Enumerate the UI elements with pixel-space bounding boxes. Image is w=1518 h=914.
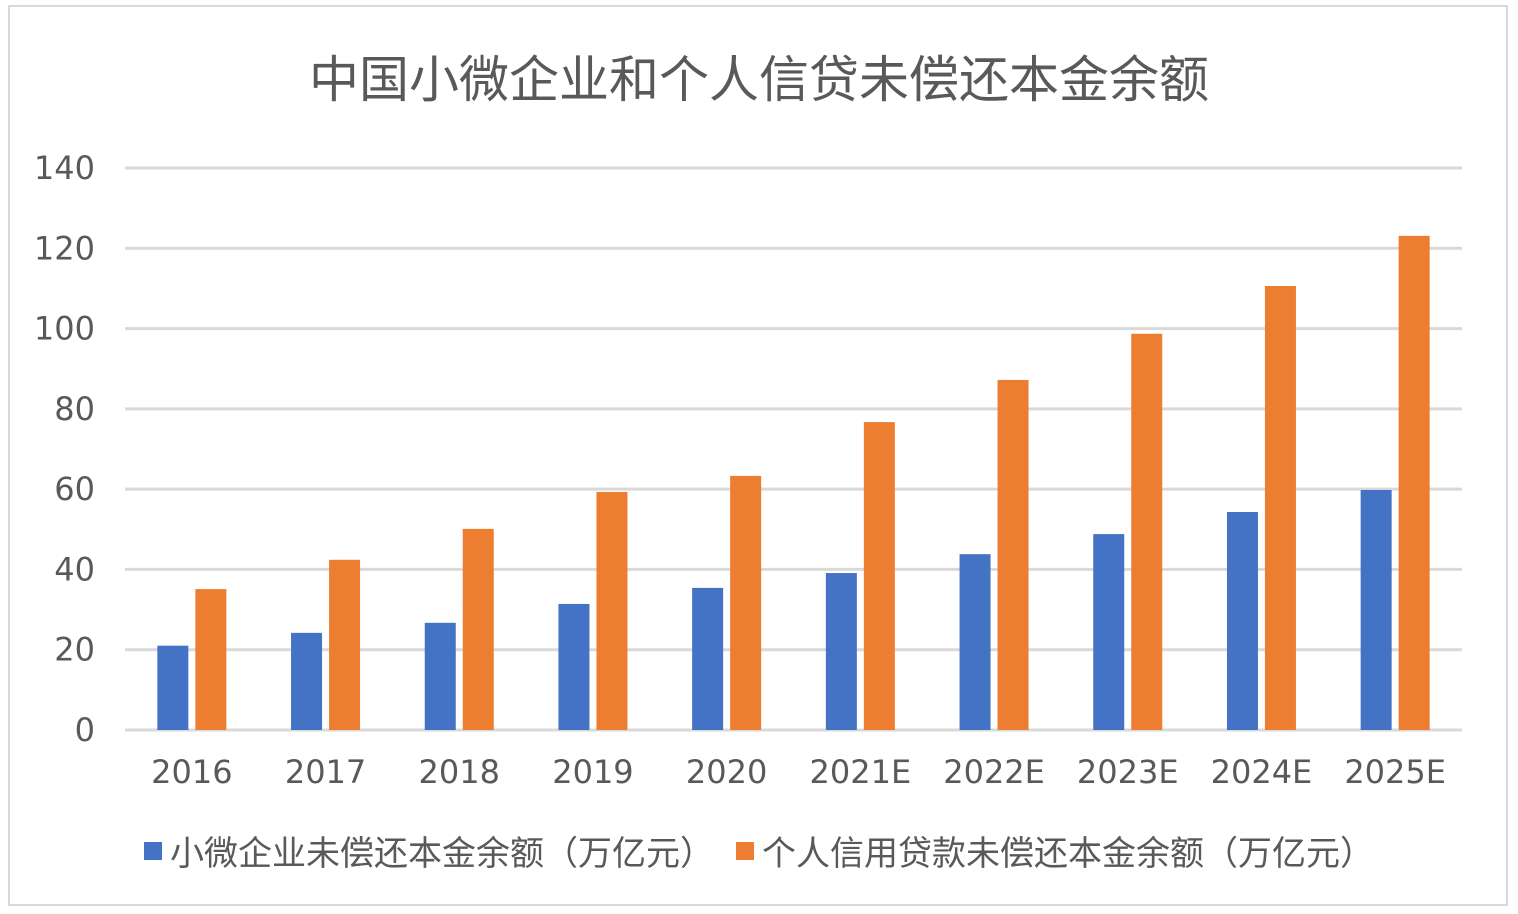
legend-label: 小微企业未偿还本金余额（万亿元） [170,834,714,874]
x-tick-label: 2023E [1077,753,1179,791]
chart-title: 中国小微企业和个人信贷未偿还本金余额 [309,51,1209,109]
legend-item-personal: 个人信用贷款未偿还本金余额（万亿元） [736,826,1374,875]
x-tick-label: 2018 [419,753,500,791]
legend-label: 个人信用贷款未偿还本金余额（万亿元） [762,834,1374,874]
y-tick-label: 80 [54,390,95,428]
x-tick-label: 2021E [810,753,912,791]
x-tick-label: 2022E [943,753,1045,791]
y-tick-label: 40 [54,550,95,588]
bar-personal [1264,286,1296,730]
bar-personal [997,379,1029,730]
bar-small-micro [692,587,724,730]
bar-personal [462,528,494,730]
bar-personal [1398,235,1430,730]
bar-personal [1131,333,1163,730]
x-tick-label: 2025E [1344,753,1446,791]
bar-small-micro [558,603,590,730]
legend-swatch-blue [144,841,162,860]
legend: 小微企业未偿还本金余额（万亿元） 个人信用贷款未偿还本金余额（万亿元） [0,826,1518,875]
bar-small-micro [959,554,991,730]
legend-swatch-orange [736,841,754,860]
bar-personal [596,491,628,730]
x-tick-label: 2017 [285,753,366,791]
x-tick-label: 2019 [552,753,633,791]
y-tick-label: 140 [34,149,95,187]
bar-small-micro [157,645,189,730]
bar-small-micro [424,622,456,730]
bar-small-micro [1093,534,1125,730]
bar-personal [863,422,895,730]
y-tick-label: 100 [34,310,95,348]
x-tick-label: 2016 [151,753,232,791]
legend-item-small-micro: 小微企业未偿还本金余额（万亿元） [144,826,714,875]
y-tick-label: 20 [54,631,95,669]
bar-personal [195,589,227,730]
x-tick-label: 2020 [686,753,767,791]
y-tick-label: 0 [75,711,95,749]
bar-small-micro [1226,512,1258,730]
bar-personal [329,559,361,730]
bar-small-micro [291,632,323,730]
bar-small-micro [825,573,857,730]
chart-frame [8,5,1508,906]
y-tick-label: 120 [34,229,95,267]
y-tick-label: 60 [54,470,95,508]
bar-personal [730,475,762,730]
bar-small-micro [1360,489,1392,730]
x-tick-label: 2024E [1211,753,1313,791]
